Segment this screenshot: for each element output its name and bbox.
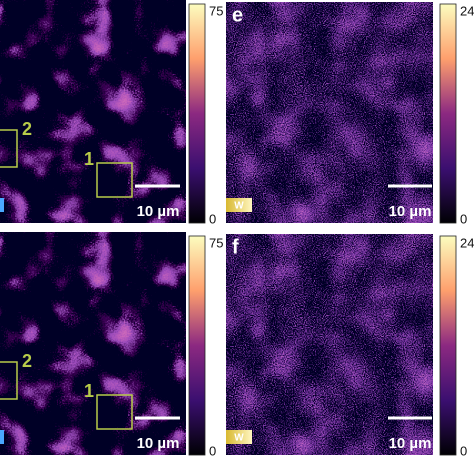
roi-box <box>0 361 18 400</box>
colorbar-min: 0 <box>460 443 467 458</box>
roi-box <box>96 394 133 430</box>
channel-badge <box>226 198 252 212</box>
microscopy-image <box>0 232 186 455</box>
scale-bar-label: 10 µm <box>137 203 180 220</box>
channel-label: W <box>234 433 244 444</box>
panel-label: e <box>232 4 243 26</box>
colorbar-max: 24 <box>460 3 474 18</box>
channel-label: W <box>234 201 244 212</box>
colorbar-max: 75 <box>209 235 223 250</box>
figure-row: 1 2 10 µm 75 0 f W 10 µm 24 0 <box>0 232 474 458</box>
microscopy-image <box>226 2 433 223</box>
colorbar-min: 0 <box>460 211 467 226</box>
roi-box <box>96 162 133 198</box>
panel-label: f <box>232 236 239 258</box>
microscopy-image <box>0 0 186 223</box>
scale-bar-label: 10 µm <box>137 435 180 452</box>
channel-marker <box>0 430 4 444</box>
channel-badge <box>226 430 252 444</box>
microscopy-image <box>226 234 433 455</box>
channel-marker <box>0 198 4 212</box>
roi-box <box>0 129 18 168</box>
colorbar-max: 75 <box>209 3 223 18</box>
roi-label: 2 <box>22 351 32 371</box>
colorbar <box>439 235 457 456</box>
roi-label: 1 <box>84 381 94 401</box>
scale-bar-label: 10 µm <box>389 435 432 452</box>
colorbar <box>188 235 206 456</box>
colorbar <box>188 3 206 224</box>
scale-bar-label: 10 µm <box>389 203 432 220</box>
colorbar-min: 0 <box>209 211 216 226</box>
colorbar-min: 0 <box>209 443 216 458</box>
roi-label: 2 <box>22 119 32 139</box>
roi-label: 1 <box>84 149 94 169</box>
figure-row: 1 2 10 µm 75 0 e W 10 µm 24 0 <box>0 0 474 226</box>
colorbar-max: 24 <box>460 235 474 250</box>
colorbar <box>439 3 457 224</box>
